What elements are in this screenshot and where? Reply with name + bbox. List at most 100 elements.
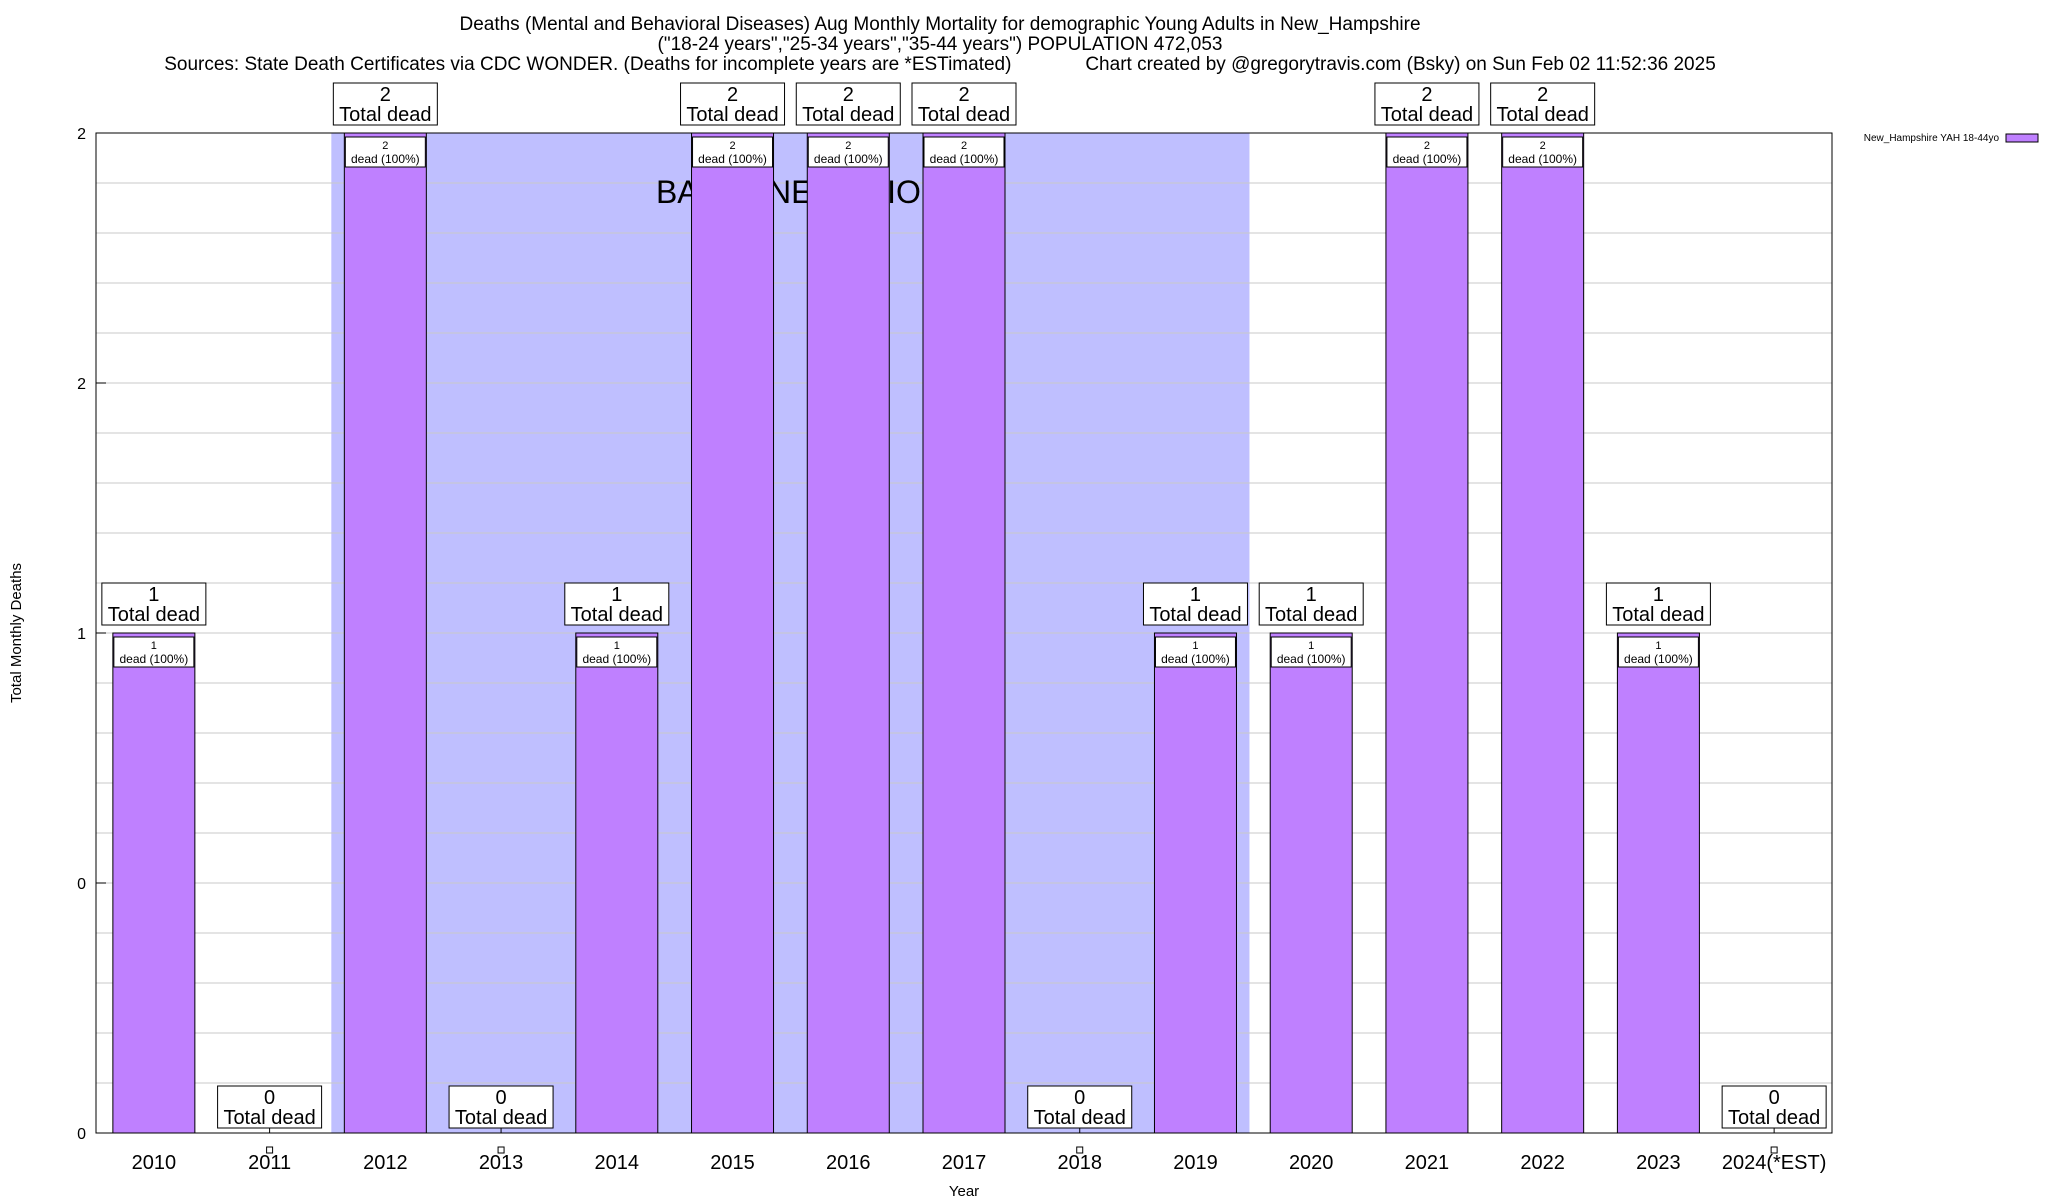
chart-title: Deaths (Mental and Behavioral Diseases) …	[459, 14, 1421, 35]
total-label-count: 1	[1306, 584, 1317, 606]
total-label-text: Total dead	[571, 604, 663, 626]
total-label-text: Total dead	[1728, 1107, 1820, 1129]
bar-inner-label-pct: dead (100%)	[1161, 652, 1230, 666]
bar	[1616, 632, 1700, 1134]
bar	[1269, 632, 1353, 1134]
total-label-box	[911, 82, 1017, 126]
plot-frame	[95, 132, 1833, 1134]
zero-bar-marker	[266, 1146, 274, 1154]
bar-inner-label-box	[692, 136, 774, 168]
x-tick-label: 2013	[479, 1152, 524, 1174]
bar-inner-label-pct: dead (100%)	[698, 152, 767, 166]
total-label-text: Total dead	[1034, 1107, 1126, 1129]
total-label-count: 2	[843, 84, 854, 106]
total-label-box	[1027, 1085, 1133, 1129]
y-tick-label: 2	[77, 376, 86, 393]
total-label-text: Total dead	[918, 104, 1010, 126]
x-tick-label: 2020	[1289, 1152, 1334, 1174]
bar-inner-label-box	[1386, 136, 1468, 168]
x-tick-label: 2023	[1636, 1152, 1681, 1174]
total-label-box	[101, 582, 207, 626]
total-label-count: 2	[958, 84, 969, 106]
total-label-text: Total dead	[108, 604, 200, 626]
total-label-text: Total dead	[1265, 604, 1357, 626]
total-label-text: Total dead	[339, 104, 431, 126]
bar-inner-label-pct: dead (100%)	[120, 652, 189, 666]
bar-inner-label-pct: dead (100%)	[930, 152, 999, 166]
bar	[1501, 132, 1585, 1134]
total-label-count: 1	[1190, 584, 1201, 606]
x-tick-label: 2019	[1173, 1152, 1218, 1174]
x-tick-label: 2010	[132, 1152, 177, 1174]
total-label-box	[1605, 582, 1711, 626]
total-label-count: 0	[1074, 1087, 1085, 1109]
y-tick-label: 0	[77, 876, 86, 893]
bar-inner-label-count: 2	[1424, 140, 1430, 152]
total-label-text: Total dead	[1497, 104, 1589, 126]
total-label-count: 0	[496, 1087, 507, 1109]
total-label-box	[564, 582, 670, 626]
x-tick-label: 2021	[1405, 1152, 1450, 1174]
total-label-count: 2	[1421, 84, 1432, 106]
total-label-count: 0	[1769, 1087, 1780, 1109]
chart-source-line: Sources: State Death Certificates via CD…	[164, 54, 1716, 75]
bar-inner-label-count: 1	[614, 640, 620, 652]
total-label-count: 0	[264, 1087, 275, 1109]
x-tick-label: 2016	[826, 1152, 871, 1174]
zero-bar-marker	[1770, 1146, 1778, 1154]
bar-inner-label-pct: dead (100%)	[814, 152, 883, 166]
total-label-box	[1258, 582, 1364, 626]
bar-inner-label-box	[1617, 636, 1699, 668]
total-label-box	[1142, 582, 1248, 626]
x-tick-label: 2012	[363, 1152, 408, 1174]
bar	[112, 632, 196, 1134]
bar	[1153, 632, 1237, 1134]
total-label-box	[795, 82, 901, 126]
y-tick-label: 2	[77, 126, 86, 143]
total-label-text: Total dead	[686, 104, 778, 126]
bar-inner-label-count: 2	[845, 140, 851, 152]
total-label-text: Total dead	[1612, 604, 1704, 626]
bar-inner-label-pct: dead (100%)	[351, 152, 420, 166]
total-label-count: 1	[611, 584, 622, 606]
x-tick-label: 2011	[248, 1152, 291, 1174]
x-tick-label: 2014	[595, 1152, 640, 1174]
total-label-box	[332, 82, 438, 126]
bar-inner-label-pct: dead (100%)	[1508, 152, 1577, 166]
total-label-text: Total dead	[223, 1107, 315, 1129]
bar-inner-label-count: 1	[1308, 640, 1314, 652]
total-label-count: 2	[380, 84, 391, 106]
x-tick-label: 2017	[942, 1152, 987, 1174]
bar-inner-label-box	[1502, 136, 1584, 168]
bar-inner-label-box	[113, 636, 195, 668]
zero-bar-marker	[1076, 1146, 1084, 1154]
legend-swatch	[2005, 133, 2039, 143]
total-label-count: 2	[727, 84, 738, 106]
bar-inner-label-pct: dead (100%)	[1393, 152, 1462, 166]
bar-inner-label-box	[1270, 636, 1352, 668]
bar-inner-label-box	[344, 136, 426, 168]
total-label-text: Total dead	[802, 104, 894, 126]
total-label-box	[1374, 82, 1480, 126]
total-label-text: Total dead	[1381, 104, 1473, 126]
x-tick-label: 2015	[710, 1152, 755, 1174]
y-tick-label: 0	[77, 1126, 86, 1143]
legend-label: New_Hampshire YAH 18-44yo	[1864, 133, 2000, 144]
bar	[575, 632, 659, 1134]
total-label-box	[1721, 1085, 1827, 1129]
chart-subtitle: ("18-24 years","25-34 years","35-44 year…	[657, 34, 1223, 55]
